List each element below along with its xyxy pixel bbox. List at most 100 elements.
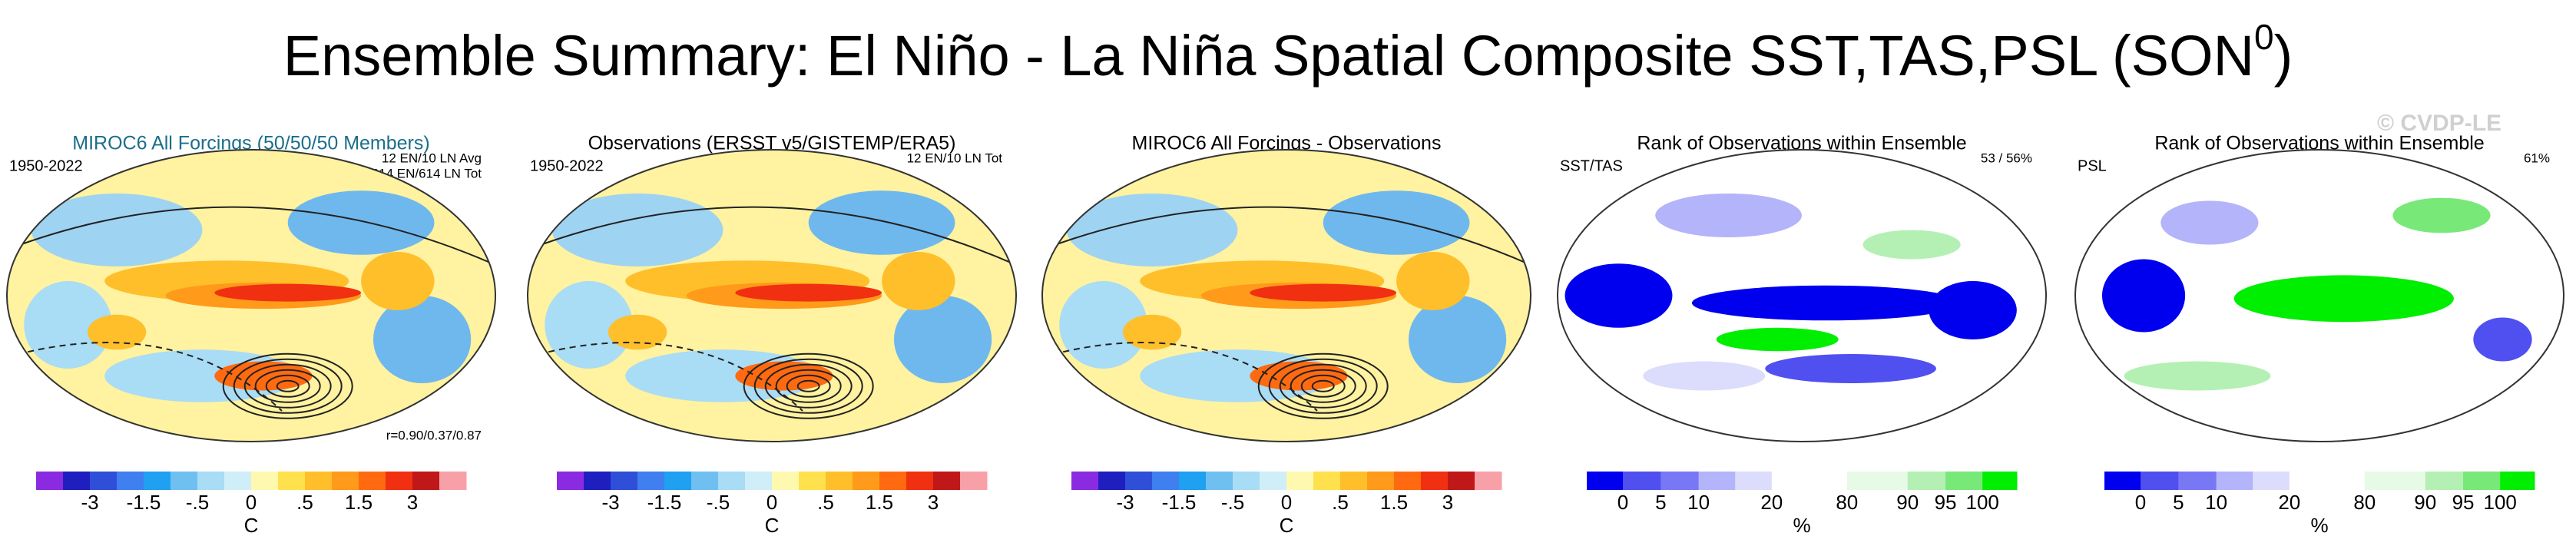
contour [786,374,831,398]
figure-title: Ensemble Summary: El Niño - La Niña Spat… [283,17,2293,87]
colorbar-label: -.5 [707,491,730,514]
contour [1042,206,1531,266]
contour [243,363,332,409]
map-border [1041,149,1531,442]
panel: Observations (ERSST v5/GISTEMP/ERA5)1950… [527,133,1017,537]
colorbar-unit: C [765,514,780,537]
colorbar-label: .5 [296,491,313,514]
title-end: ) [2274,24,2293,88]
colorbar-box [664,472,692,490]
colorbar-box [1982,472,2018,490]
colorbar-box [1771,472,1848,490]
colorbar-box [772,472,800,490]
colorbar-box [853,472,880,490]
map-region [2101,259,2186,333]
map-region [1765,354,1936,383]
colorbar-box [1448,472,1475,490]
colorbar-box [2364,472,2426,490]
colorbar-box [144,472,171,490]
colorbar-box [1286,472,1314,490]
colorbar: -3 -1.5 -.5 0 .5 1.5 3 C [557,472,988,537]
colorbar-label: 3 [928,491,939,514]
colorbar-unit: C [244,514,259,537]
map-region [1323,190,1470,255]
map [528,150,1016,442]
colorbar-box [557,472,584,490]
colorbar-label: 100 [1966,491,1999,514]
title-superscript: 0 [2254,17,2274,57]
map-region [2473,317,2532,362]
contour [753,358,863,414]
contour [528,206,1016,266]
colorbar-box [2500,472,2535,490]
colorbar-box [2253,472,2290,490]
contour [743,352,874,419]
panel-right-label: 12 EN/10 LN Avg [382,151,482,165]
map-region [361,252,435,310]
contour [265,374,310,398]
colorbar-box [1125,472,1153,490]
contour [1042,342,1318,412]
map-region [1059,281,1147,369]
colorbar-label: -.5 [1221,491,1244,514]
colorbar-box [1421,472,1449,490]
colorbar-label: 0 [767,491,777,514]
colorbar-label: 80 [1836,491,1858,514]
panel-bottom-label: r=0.90/0.37/0.87 [386,428,482,442]
map-region [1643,361,1766,391]
colorbar-box [359,472,386,490]
map-region [287,190,435,255]
colorbar-box [386,472,413,490]
colorbar-label: 5 [2173,491,2184,514]
colorbar-label: 0 [246,491,257,514]
colorbar-unit: % [1793,514,1810,537]
panel: MIROC6 All Forcings - Observations-3 -1.5… [1041,133,1531,537]
contour [796,379,820,392]
colorbar-box [1340,472,1368,490]
colorbar-label: .5 [1332,491,1349,514]
colorbar-box [305,472,333,490]
colorbar-label: 1.5 [1380,491,1408,514]
colorbar-label: -3 [601,491,619,514]
colorbar-label: 0 [2135,491,2146,514]
colorbar-box [2104,472,2141,490]
colorbar-box [36,472,64,490]
colorbar-box [1313,472,1341,490]
colorbar-box [2141,472,2179,490]
colorbar-box [1367,472,1395,490]
contour [1290,369,1356,403]
contour [1268,358,1378,414]
contour [1279,363,1367,409]
colorbar-label: 1.5 [866,491,893,514]
map-region [1691,285,1961,321]
map-region [2392,197,2491,233]
map-region [214,283,362,302]
colorbar-box [611,472,638,490]
map [1558,150,2046,442]
colorbar-label: 90 [1896,491,1919,514]
colorbar-box [718,472,746,490]
colorbar-label: -1.5 [647,491,682,514]
title-main: Ensemble Summary: El Niño - La Niña Spat… [283,24,2254,88]
contour [1257,352,1389,419]
colorbar-label: -.5 [186,491,209,514]
colorbar-box [1846,472,1909,490]
colorbar-box [90,472,118,490]
colorbar-box [745,472,773,490]
panel-left-label: 1950-2022 [9,157,83,174]
contour [1311,379,1335,392]
colorbar-box [278,472,306,490]
colorbar-box [1260,472,1287,490]
colorbar-box [826,472,853,490]
colorbar-label: -1.5 [127,491,161,514]
watermark: © CVDP-LE [2377,111,2502,136]
colorbar: -3 -1.5 -.5 0 .5 1.5 3 C [36,472,467,537]
colorbar-box [1587,472,1624,490]
colorbar-label: 5 [1655,491,1666,514]
colorbar-label: 10 [1687,491,1710,514]
map [1042,150,1531,442]
map-region [2160,200,2259,245]
contour [233,358,343,414]
panel-right-label: 61% [2524,151,2550,165]
